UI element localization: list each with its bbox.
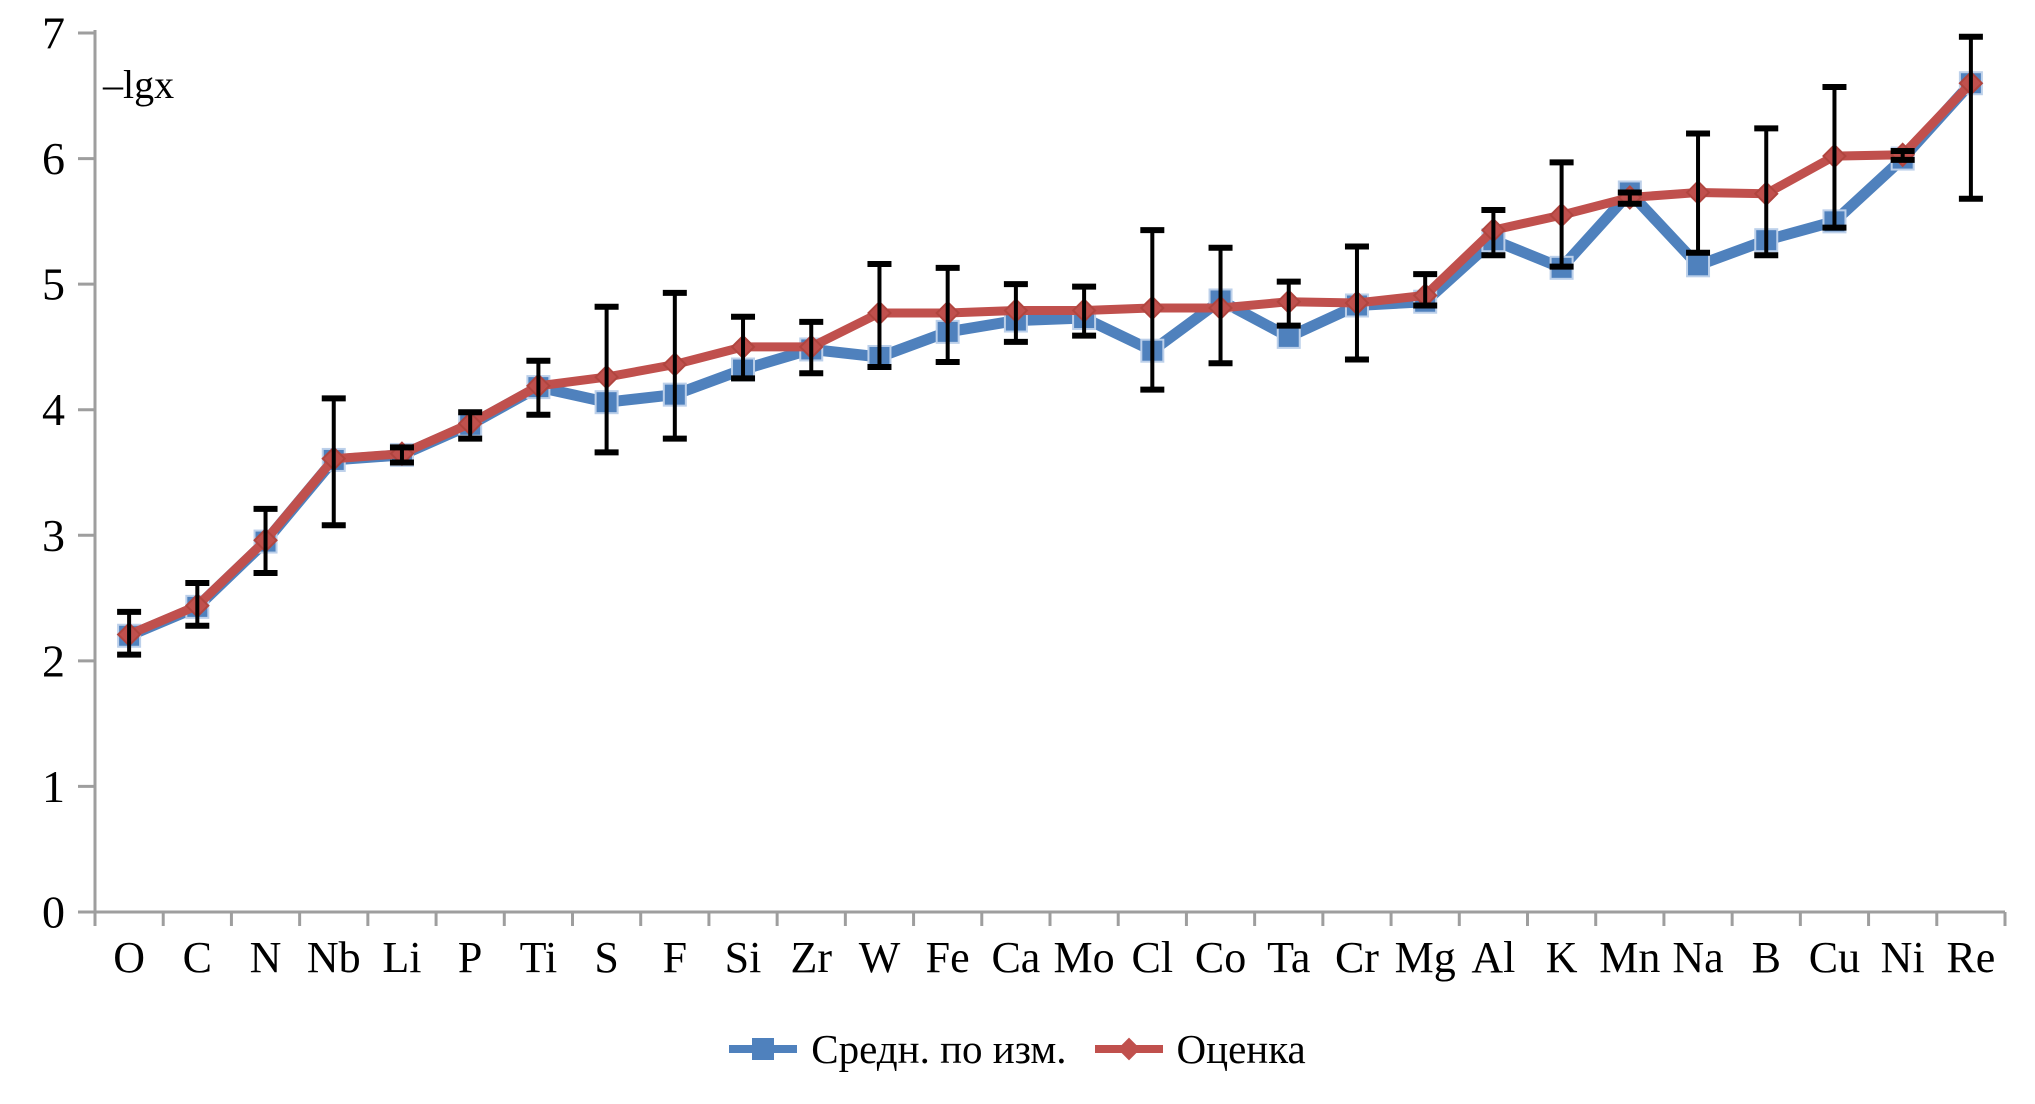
svg-text:Al: Al [1471,933,1515,982]
svg-text:Cr: Cr [1335,933,1379,982]
svg-text:F: F [663,933,687,982]
svg-text:Co: Co [1195,933,1246,982]
legend-item-estimate: Оценка [1094,1025,1306,1072]
blue-square-marker-icon [729,1036,798,1062]
svg-text:Li: Li [382,933,421,982]
svg-text:Mo: Mo [1054,933,1115,982]
legend: Средн. по изм. Оценка [0,1014,2035,1084]
svg-text:C: C [183,933,212,982]
svg-text:1: 1 [42,761,65,812]
svg-text:Cu: Cu [1809,933,1860,982]
y-axis: 0 1 2 3 4 5 6 7 [42,8,97,938]
svg-text:Ti: Ti [520,933,558,982]
svg-text:Nb: Nb [307,933,361,982]
svg-text:W: W [859,933,901,982]
svg-text:Ni: Ni [1881,933,1925,982]
svg-text:Cl: Cl [1132,933,1174,982]
svg-text:S: S [594,933,618,982]
svg-text:K: K [1546,933,1578,982]
series-estimate [116,70,1984,647]
svg-text:Mg: Mg [1395,933,1456,982]
svg-text:2: 2 [42,635,65,686]
svg-text:Fe: Fe [926,933,970,982]
svg-text:Ca: Ca [991,933,1040,982]
svg-text:Si: Si [725,933,762,982]
svg-text:B: B [1752,933,1781,982]
error-bars [117,33,1983,658]
x-axis: O C N Nb Li P Ti S F Si Zr W Fe Ca Mo Cl Co Ta Cr Mg Al K Mn Na… [93,910,2007,982]
legend-square-blue [752,1038,775,1060]
svg-text:P: P [458,933,482,982]
svg-text:Zr: Zr [790,933,832,982]
y-axis-label: –lgx [102,62,174,107]
series-measured [117,71,1983,648]
svg-text:0: 0 [42,887,65,938]
svg-text:6: 6 [42,133,65,184]
svg-text:7: 7 [42,8,65,59]
legend-label-measured: Средн. по изм. [811,1025,1067,1072]
legend-diamond-red [1117,1037,1140,1061]
svg-text:O: O [113,933,145,982]
svg-text:4: 4 [42,384,65,435]
svg-text:N: N [250,933,282,982]
legend-item-measured: Средн. по изм. [729,1025,1067,1072]
svg-text:Re: Re [1946,933,1995,982]
legend-label-estimate: Оценка [1176,1025,1306,1072]
svg-text:Mn: Mn [1599,933,1660,982]
svg-text:3: 3 [42,510,65,561]
red-diamond-marker-icon [1094,1036,1163,1062]
svg-text:Ta: Ta [1267,933,1310,982]
svg-text:5: 5 [42,259,65,310]
svg-text:Na: Na [1672,933,1723,982]
